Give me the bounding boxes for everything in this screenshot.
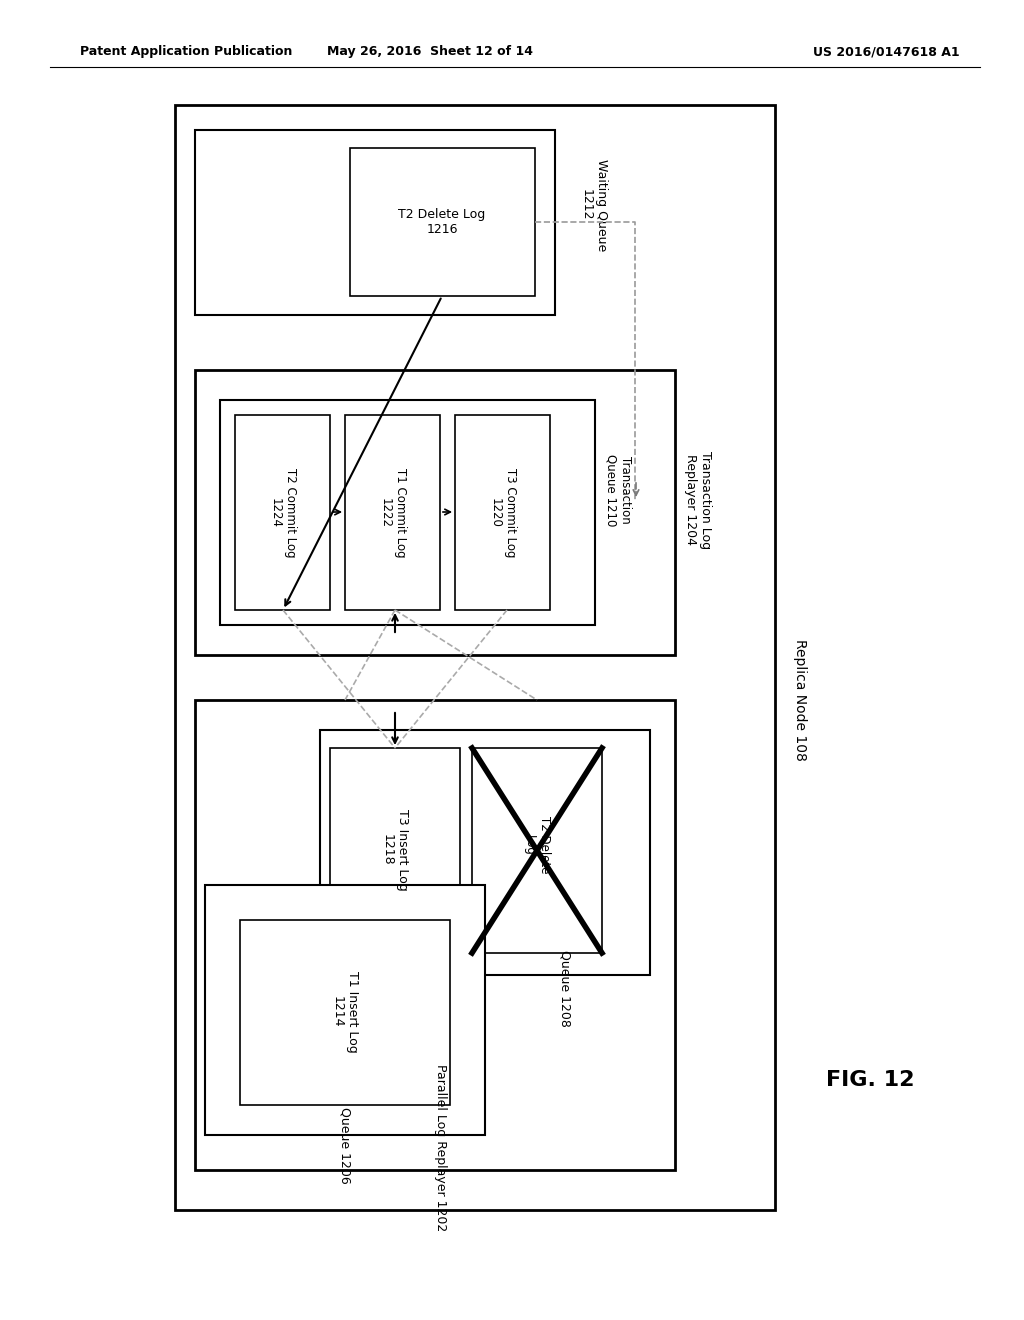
Bar <box>240 920 450 1105</box>
Bar <box>205 884 485 1135</box>
Bar <box>175 106 775 1210</box>
Text: T2 Delete Log
1216: T2 Delete Log 1216 <box>398 209 485 236</box>
Bar <box>472 748 602 953</box>
Text: T1 Commit Log
1222: T1 Commit Log 1222 <box>379 467 407 557</box>
Text: T3 Insert Log
1218: T3 Insert Log 1218 <box>381 809 409 891</box>
Text: Transaction Log
Replayer 1204: Transaction Log Replayer 1204 <box>684 451 712 549</box>
Text: Queue 1208: Queue 1208 <box>559 949 572 1027</box>
Text: Transaction
Queue 1210: Transaction Queue 1210 <box>604 454 632 527</box>
Text: Replica Node 108: Replica Node 108 <box>793 639 807 760</box>
Text: Waiting Queue
1212: Waiting Queue 1212 <box>580 158 608 251</box>
Bar <box>345 414 440 610</box>
Bar <box>195 370 675 655</box>
Bar <box>195 129 555 315</box>
Bar <box>350 148 535 296</box>
Bar <box>330 748 460 953</box>
Text: Parallel Log Replayer 1202: Parallel Log Replayer 1202 <box>433 1064 446 1232</box>
Bar <box>220 400 595 624</box>
Text: Patent Application Publication: Patent Application Publication <box>80 45 293 58</box>
Text: T1 Insert Log
1214: T1 Insert Log 1214 <box>331 972 359 1053</box>
Text: May 26, 2016  Sheet 12 of 14: May 26, 2016 Sheet 12 of 14 <box>327 45 534 58</box>
Text: US 2016/0147618 A1: US 2016/0147618 A1 <box>813 45 961 58</box>
Text: FIG. 12: FIG. 12 <box>825 1071 914 1090</box>
Text: Queue 1206: Queue 1206 <box>339 1106 351 1183</box>
Text: T3 Commit Log
1220: T3 Commit Log 1220 <box>488 467 516 557</box>
Bar <box>195 700 675 1170</box>
Bar <box>319 730 650 975</box>
Bar <box>234 414 330 610</box>
Text: T2 Delete
Log: T2 Delete Log <box>523 816 551 874</box>
Bar <box>455 414 550 610</box>
Text: T2 Commit Log
1224: T2 Commit Log 1224 <box>268 467 297 557</box>
